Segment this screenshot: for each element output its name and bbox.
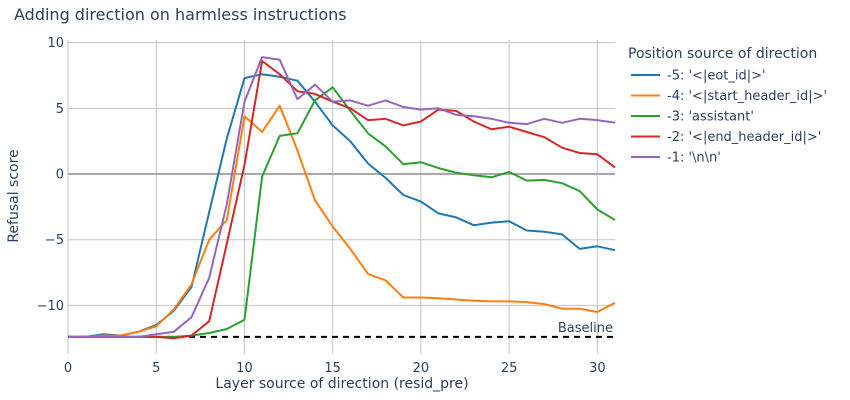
- legend-label: -5: '<|eot_id|>': [667, 69, 766, 84]
- legend-label: -3: 'assistant': [667, 110, 754, 125]
- series-line-5-eot-id: [68, 73, 616, 338]
- chart-title: Adding direction on harmless instruction…: [14, 5, 347, 24]
- series-line-3-assistant: [68, 86, 616, 338]
- legend-title: Position source of direction: [628, 46, 817, 62]
- series-line-1-n-n: [68, 56, 616, 338]
- x-tick-label-25: 25: [501, 361, 518, 376]
- x-tick-label-5: 5: [152, 361, 160, 376]
- y-tick-label-10: 10: [47, 36, 64, 51]
- series-line-4-start-header-id: [68, 104, 616, 338]
- y-tick-labels: −10 −5 0 5 10: [37, 36, 64, 314]
- x-tick-label-10: 10: [236, 361, 253, 376]
- grid: [67, 40, 615, 354]
- x-tick-label-20: 20: [413, 361, 430, 376]
- y-tick-label-neg10: −10: [37, 299, 64, 314]
- x-tick-label-15: 15: [324, 361, 341, 376]
- legend-label: -4: '<|start_header_id|>': [667, 89, 827, 104]
- y-tick-label-5: 5: [56, 102, 64, 117]
- y-axis-title: Refusal score: [6, 149, 22, 242]
- legend[interactable]: Position source of direction -5: '<|eot_…: [628, 46, 827, 166]
- legend-label: -2: '<|end_header_id|>': [667, 130, 821, 145]
- x-tick-label-30: 30: [589, 361, 606, 376]
- legend-item-3-assistant[interactable]: -3: 'assistant': [631, 110, 754, 125]
- legend-item-2-end-header-id[interactable]: -2: '<|end_header_id|>': [631, 130, 821, 145]
- legend-label: -1: '\n\n': [667, 151, 721, 166]
- series-lines: [68, 56, 616, 340]
- x-tick-labels: 0 5 10 15 20 25 30: [64, 361, 606, 376]
- legend-items[interactable]: -5: '<|eot_id|>' -4: '<|start_header_id|>…: [631, 69, 827, 166]
- series-line-2-end-header-id: [68, 60, 616, 340]
- legend-item-5-eot-id[interactable]: -5: '<|eot_id|>': [631, 69, 766, 84]
- y-tick-label-0: 0: [56, 168, 64, 183]
- x-axis-title: Layer source of direction (resid_pre): [215, 376, 468, 392]
- baseline-label: Baseline: [558, 321, 613, 336]
- legend-item-1-n-n[interactable]: -1: '\n\n': [631, 151, 721, 166]
- y-tick-label-neg5: −5: [45, 233, 64, 248]
- x-tick-label-0: 0: [64, 361, 72, 376]
- legend-item-4-start-header-id[interactable]: -4: '<|start_header_id|>': [631, 89, 827, 104]
